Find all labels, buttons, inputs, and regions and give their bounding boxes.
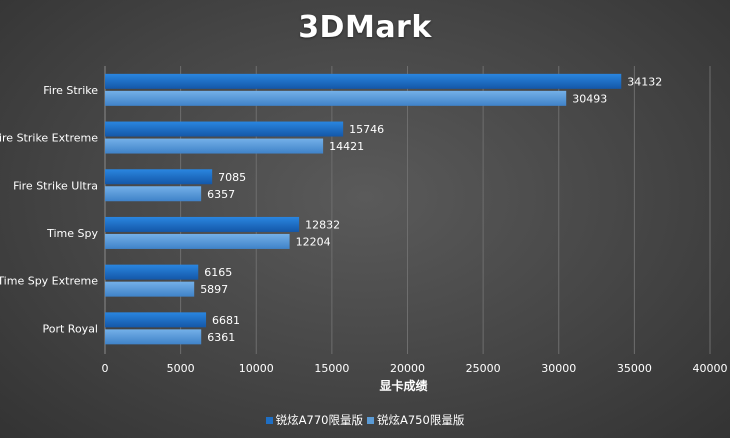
x-axis-title: 显卡成绩 [379,378,427,393]
gridlines [104,66,711,354]
x-tick-label: 0 [102,362,109,375]
labels: 0 5000 10000 15000 20000 25000 30000 35000 40000… [0,75,728,393]
bar [105,264,199,280]
bar [105,281,195,297]
bar [105,121,344,137]
category-label: Port Royal [43,322,99,335]
legend-swatch [367,416,374,424]
data-label: 34132 [627,75,662,88]
bars [105,73,622,345]
data-label: 5897 [200,283,228,296]
data-label: 6361 [207,331,235,344]
category-label: Fire Strike [43,84,98,97]
bar [105,138,324,154]
x-tick-label: 20000 [390,362,425,375]
legend-label: 锐炫A770限量版 [275,413,363,427]
data-label: 6357 [207,188,235,201]
legend-item: 锐炫A750限量版 [367,412,464,428]
data-label: 12204 [296,235,331,248]
category-label: Fire Strike Extreme [0,132,98,145]
x-tick-label: 10000 [239,362,274,375]
bar [105,233,290,249]
chart-title: 3DMark [298,10,432,45]
data-label: 15746 [349,123,384,136]
legend-label: 锐炫A750限量版 [377,413,465,427]
data-label: 7085 [218,171,246,184]
x-tick-label: 30000 [541,362,576,375]
bar [105,329,202,345]
legend-swatch [265,416,273,424]
category-label: Fire Strike Ultra [13,179,98,192]
bar [105,216,300,232]
data-label: 30493 [572,92,607,105]
x-tick-label: 40000 [693,362,728,375]
bar [105,90,567,106]
x-tick-label: 5000 [167,362,195,375]
x-tick-label: 35000 [617,362,652,375]
bar [105,186,202,202]
data-label: 14421 [329,140,364,153]
bar [105,312,207,328]
data-label: 12832 [305,218,340,231]
category-label: Time Spy Extreme [0,275,98,288]
bar [105,169,213,185]
legend-item: 锐炫A770限量版 [265,412,363,428]
x-tick-label: 25000 [466,362,501,375]
category-label: Time Spy [46,227,98,240]
data-label: 6165 [204,266,232,279]
x-tick-label: 15000 [314,362,349,375]
data-label: 6681 [212,314,240,327]
legend: 锐炫A770限量版 锐炫A750限量版 [0,412,730,428]
bar [105,73,622,89]
